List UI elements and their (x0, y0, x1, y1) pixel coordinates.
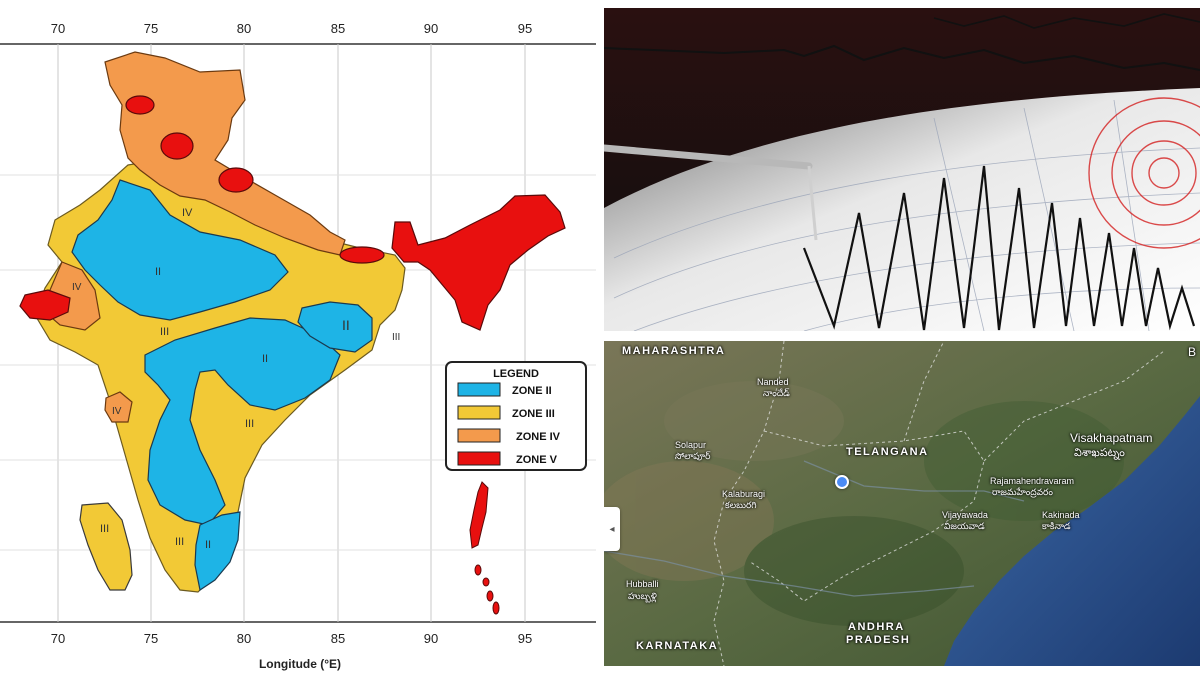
legend-swatch-zone-iii (457, 405, 501, 420)
zone-label: IV (112, 406, 122, 417)
city-local-kalaburagi: కలబురగి (725, 500, 757, 510)
legend-swatch-zone-ii (457, 382, 501, 397)
state-label-pradesh: PRADESH (846, 634, 911, 646)
collapse-panel-button[interactable]: ◂ (604, 507, 620, 551)
lon-tick-top: 75 (144, 21, 158, 36)
city-label-visakhapatnam: Visakhapatnam (1070, 431, 1153, 445)
zone-v-region (339, 246, 385, 264)
edge-label: B (1188, 345, 1197, 359)
lon-tick-bottom: 95 (518, 631, 532, 646)
city-label-vijayawada: Vijayawada (942, 510, 988, 520)
lon-tick-top: 95 (518, 21, 532, 36)
legend-swatch-zone-iv (457, 428, 501, 443)
lon-tick-bottom: 85 (331, 631, 345, 646)
zone-ii-region (297, 301, 373, 353)
lon-tick-top: 85 (331, 21, 345, 36)
city-local-solapur: సోలాపూర్ (675, 451, 711, 461)
zone-label: II (262, 353, 268, 365)
lon-tick-bottom: 70 (51, 631, 65, 646)
zone-v-northeast (391, 194, 566, 331)
state-label-maharashtra: MAHARASHTRA (622, 345, 726, 357)
zone-v-region (125, 95, 155, 115)
zone-v-region (160, 132, 194, 160)
legend-title: LEGEND (493, 368, 539, 380)
lon-tick-bottom: 80 (237, 631, 251, 646)
zone-label: IV (72, 282, 82, 293)
legend-label: ZONE II (512, 385, 552, 397)
zone-label: II (342, 317, 350, 333)
zone-ii-region (194, 511, 241, 591)
andaman-nicobar-islands (469, 481, 500, 615)
zone-label: III (160, 326, 169, 338)
zone-v-kutch (19, 289, 71, 321)
lon-tick-top: 80 (237, 21, 251, 36)
lon-tick-bottom: 90 (424, 631, 438, 646)
seismic-zone-map: 70 75 80 85 90 95 70 75 80 85 90 95 Long… (0, 0, 598, 675)
legend: LEGEND ZONE II ZONE III ZONE IV ZONE V (445, 361, 587, 471)
legend-swatch-zone-v (457, 451, 501, 466)
city-label-hubballi: Hubballi (626, 579, 659, 589)
city-label-kakinada: Kakinada (1042, 510, 1080, 520)
zone-label: II (205, 539, 211, 551)
city-label-kalaburagi: Kalaburagi (722, 489, 766, 499)
state-label-andhra: ANDHRA (848, 621, 905, 633)
city-label-solapur: Solapur (675, 440, 707, 450)
zone-label: III (392, 332, 400, 343)
lon-tick-bottom: 75 (144, 631, 158, 646)
satellite-terrain (604, 341, 1200, 666)
city-local-hubballi: హుబ్బళ్లి (628, 591, 657, 601)
city-local-vijayawada: విజయవాడ (944, 521, 985, 531)
city-local-visakhapatnam: విశాఖపట్నం (1074, 447, 1125, 459)
location-marker[interactable] (835, 475, 849, 489)
lon-tick-top: 90 (424, 21, 438, 36)
city-label-nanded: Nanded (757, 377, 789, 387)
zone-map-svg: 70 75 80 85 90 95 70 75 80 85 90 95 Long… (0, 21, 596, 671)
state-label-karnataka: KARNATAKA (636, 640, 719, 652)
city-local-rajamahendravaram: రాజమహేంద్రవరం (992, 487, 1053, 497)
zone-v-region (218, 167, 254, 193)
city-local-kakinada: కాకినాడ (1042, 521, 1071, 531)
zone-ii-region (71, 179, 289, 321)
zone-label: III (100, 523, 109, 535)
zone-label: III (175, 536, 184, 548)
zone-label: IV (182, 207, 193, 219)
seismograph-photo (604, 8, 1200, 331)
seismograph-drawing (604, 8, 1200, 331)
zone-iv-region (104, 51, 346, 256)
legend-label: ZONE IV (516, 431, 561, 443)
zone-iv-region (104, 391, 133, 423)
zone-iii-island (79, 502, 133, 591)
lon-tick-top: 70 (51, 21, 65, 36)
city-local-nanded: నాందేడ్ (763, 388, 790, 398)
satellite-map[interactable]: ◂ MAHARASHTRA TELANGANA KARNATAKA ANDHRA… (604, 341, 1200, 666)
zone-label: III (245, 418, 254, 430)
legend-label: ZONE V (516, 454, 558, 466)
city-label-rajamahendravaram: Rajamahendravaram (990, 476, 1075, 486)
legend-label: ZONE III (512, 408, 555, 420)
state-label-telangana: TELANGANA (846, 446, 929, 458)
zone-numerals: II II II II III III III III III IV IV IV (72, 207, 400, 551)
longitude-axis-label: Longitude (°E) (259, 657, 341, 671)
zone-label: II (155, 266, 161, 278)
